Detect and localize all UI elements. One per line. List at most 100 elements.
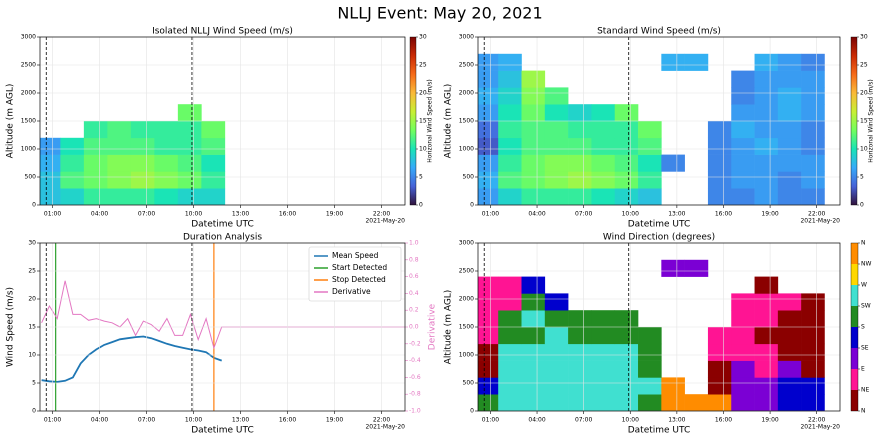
y-axis-label: Altitude (m AGL) — [444, 290, 454, 365]
heat-cell — [801, 137, 825, 155]
heat-cell — [707, 171, 732, 189]
heat-cell — [731, 171, 755, 189]
heat-cell — [568, 121, 592, 139]
heat-cell — [498, 327, 522, 345]
heat-cell — [521, 121, 546, 139]
plot-area — [478, 37, 825, 205]
heat-cell — [544, 310, 569, 328]
heat-cell — [591, 154, 616, 172]
heat-cell — [591, 171, 616, 189]
legend-label: Mean Speed — [332, 251, 379, 260]
heat-cell — [478, 327, 499, 345]
y-tick-label: 3000 — [459, 240, 474, 247]
heat-cell — [107, 121, 132, 139]
x-tick-label: 19:00 — [761, 211, 778, 218]
heat-cell — [568, 377, 592, 395]
heat-cell — [801, 394, 825, 411]
x-tick-label: 13:00 — [668, 417, 685, 424]
heat-cell — [754, 53, 779, 71]
heat-cell — [707, 360, 732, 378]
colorbar-bin — [851, 264, 858, 285]
heat-cell — [684, 259, 709, 277]
heat-cell — [707, 343, 732, 361]
heat-cell — [801, 70, 825, 88]
heat-cell — [60, 154, 85, 172]
heat-cell — [60, 137, 85, 155]
heat-cell — [614, 394, 639, 411]
heat-cell — [801, 377, 825, 395]
heat-cell — [777, 293, 802, 311]
heat-cell — [568, 394, 592, 411]
y-tick-label: 1000 — [459, 352, 474, 359]
colorbar-bin — [851, 369, 858, 390]
heat-cell — [684, 394, 709, 411]
y-tick-label: 1500 — [21, 118, 36, 125]
heat-cell — [130, 171, 155, 189]
colorbar-tick-label: 10 — [860, 146, 868, 153]
y-tick-label: 0 — [32, 202, 36, 209]
heat-cell — [201, 154, 226, 172]
heat-cell — [614, 188, 639, 205]
heat-cell — [591, 394, 616, 411]
y2-tick-label: -0.4 — [409, 357, 421, 364]
heat-cell — [754, 377, 779, 395]
heat-cell — [130, 121, 155, 139]
heat-cell — [754, 327, 779, 345]
heat-cell — [521, 310, 546, 328]
heat-cell — [498, 377, 522, 395]
heat-cell — [521, 327, 546, 345]
chart-title: Duration Analysis — [183, 233, 262, 243]
x-axis-label: Datetime UTC — [628, 426, 691, 436]
colorbar-tick-label: 0 — [419, 202, 423, 209]
heat-cell — [544, 394, 569, 411]
colorbar-tick-label: 25 — [419, 62, 427, 69]
heat-cell — [498, 188, 522, 205]
heat-cell — [754, 121, 779, 139]
heat-cell — [478, 70, 499, 88]
heat-cell — [568, 104, 592, 122]
heat-cell — [707, 394, 732, 411]
x-tick-label: 16:00 — [715, 211, 732, 218]
heat-cell — [521, 87, 546, 105]
heat-cell — [177, 154, 202, 172]
heat-cell — [801, 121, 825, 139]
y-tick-label: 0 — [32, 408, 36, 415]
heat-cell — [568, 360, 592, 378]
heat-cell — [107, 154, 132, 172]
heat-cell — [801, 87, 825, 105]
x-tick-label: 13:00 — [668, 211, 685, 218]
heat-cell — [498, 394, 522, 411]
y2-axis-label: Derivative — [428, 303, 438, 350]
heat-cell — [777, 310, 802, 328]
colorbar-tick-label: 0 — [860, 202, 864, 209]
heat-cell — [754, 276, 779, 294]
colorbar-label: Horizonal Wind Speed (m/s) — [868, 79, 875, 163]
y-tick-label: 5 — [32, 380, 36, 387]
x-tick-label: 22:00 — [373, 211, 390, 218]
heat-cell — [478, 343, 499, 361]
heat-cell — [154, 188, 179, 205]
heat-cell — [544, 188, 569, 205]
heat-cell — [544, 360, 569, 378]
heat-cell — [614, 154, 639, 172]
y2-tick-label: -0.6 — [409, 374, 421, 381]
heat-cell — [478, 188, 499, 205]
y2-tick-label: 1.0 — [409, 240, 419, 247]
colorbar-tick-label: N — [861, 240, 866, 247]
y2-tick-label: -0.8 — [409, 391, 421, 398]
heat-cell — [707, 377, 732, 395]
heat-cell — [731, 360, 755, 378]
colorbar-tick-label: S — [861, 324, 865, 331]
heat-cell — [83, 121, 108, 139]
x-tick-label: 01:00 — [482, 211, 499, 218]
heat-cell — [498, 154, 522, 172]
heat-cell — [40, 137, 61, 155]
heat-cell — [754, 104, 779, 122]
heat-cell — [521, 276, 546, 294]
x-tick-label: 01:00 — [44, 417, 61, 424]
heat-cell — [544, 293, 569, 311]
x-tick-label: 22:00 — [373, 417, 390, 424]
heat-cell — [638, 343, 662, 361]
colorbar-tick-label: W — [861, 282, 867, 289]
heat-cell — [801, 154, 825, 172]
